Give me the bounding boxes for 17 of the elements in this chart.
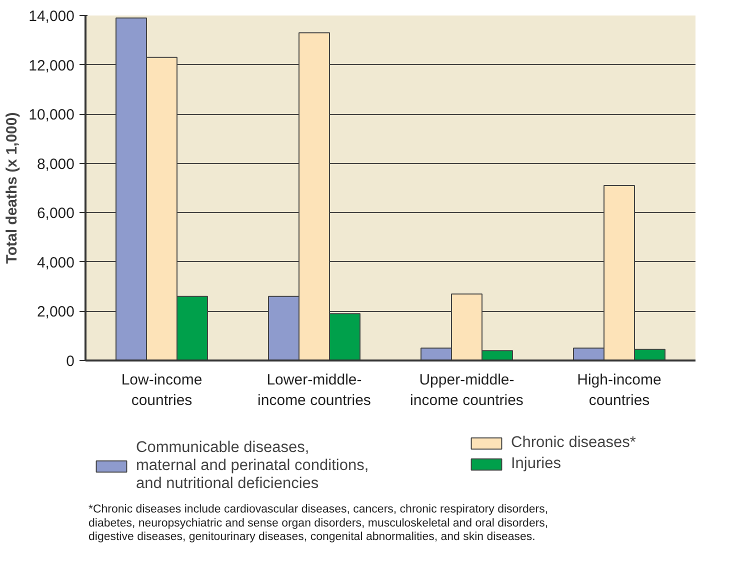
x-tick-label: Upper-middle- income countries [410,372,524,409]
text: *Chronic diseases include cardiovascular diseases, cancers, chronic respiratory disorders, diabetes, neuropsychiatric and sense organ disorders, musculoskeletal and oral disorders, digestive diseases, genitourinary diseases, congenital abnormalities, and skin diseases. [88,504,548,544]
y-tick-label: 2,000 [36,304,75,321]
x-tick-label: Low-income countries [121,372,202,409]
y-tick-label: 4,000 [36,254,75,272]
x-tick-label: Lower-middle- income countries [258,372,371,409]
x-tick-label: High-income countries [577,372,662,409]
y-tick-label: 6,000 [36,205,75,222]
y-axis-title: Total deaths (x 1,000) [4,112,21,264]
y-tick-label: 0 [66,353,74,370]
y-tick-label: 12,000 [28,57,75,74]
legend-label: Chronic diseases* [511,434,636,452]
y-tick-label: 14,000 [28,8,75,25]
y-tick-label: 10,000 [28,106,75,124]
y-tick-label: 8,000 [36,156,75,173]
legend-label: Injuries [511,455,561,473]
legend-label: Communicable diseases, maternal and perinatal conditions, and nutritional deficiencies [136,439,369,493]
